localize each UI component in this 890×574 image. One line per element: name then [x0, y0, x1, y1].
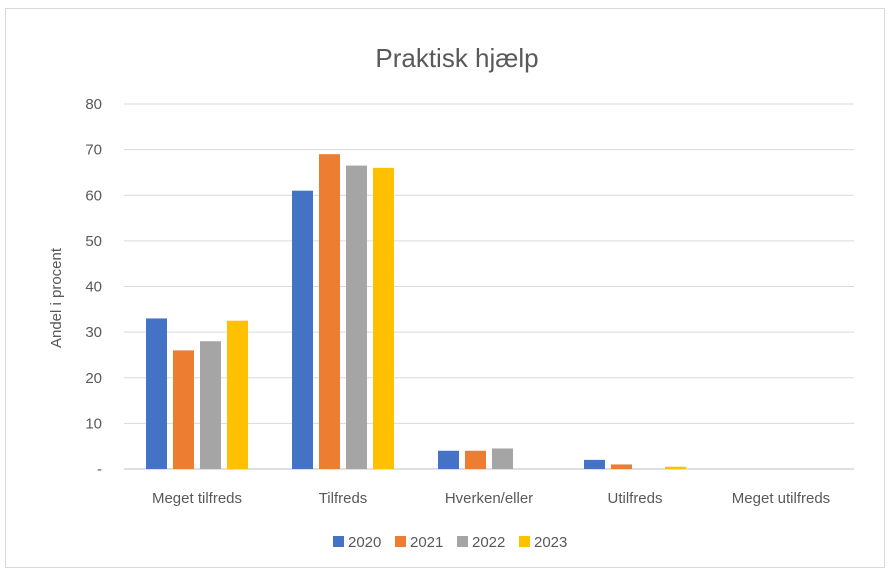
bar-2021-tilfreds — [319, 154, 340, 469]
x-category-label: Hverken/eller — [445, 490, 533, 507]
y-axis-label: Andel i procent — [48, 247, 65, 348]
x-axis-categories: Meget tilfreds Tilfreds Hverken/eller Utilf… — [152, 490, 830, 507]
y-tick-label: 20 — [85, 370, 102, 387]
y-tick-label: 70 — [85, 142, 102, 159]
legend: 2020 2021 2022 2023 — [333, 534, 567, 551]
y-axis-ticks: - 10 20 30 40 50 60 70 80 — [85, 96, 102, 478]
y-tick-label: - — [97, 461, 102, 478]
x-category-label: Meget utilfreds — [732, 490, 830, 507]
y-tick-label: 40 — [85, 279, 102, 296]
x-category-label: Meget tilfreds — [152, 490, 242, 507]
legend-label-2021: 2021 — [410, 534, 443, 551]
legend-swatch-2021 — [395, 536, 406, 547]
y-tick-label: 60 — [85, 187, 102, 204]
chart-frame: Praktisk hjælp Andel i procent - 10 20 30 40… — [5, 8, 885, 568]
bar-2020-hverken-eller — [438, 450, 459, 469]
bar-2020-meget-tilfreds — [146, 318, 167, 469]
bar-2022-hverken-eller — [492, 448, 513, 469]
y-tick-label: 10 — [85, 415, 102, 432]
bar-2021-utilfreds — [611, 464, 632, 469]
y-tick-label: 50 — [85, 233, 102, 250]
bar-chart: Praktisk hjælp Andel i procent - 10 20 30 40… — [48, 43, 854, 551]
bar-2023-tilfreds — [373, 167, 394, 469]
bar-2020-utilfreds — [584, 459, 605, 469]
x-category-label: Tilfreds — [319, 490, 368, 507]
legend-label-2023: 2023 — [534, 534, 567, 551]
bar-2022-tilfreds — [346, 165, 367, 469]
legend-label-2022: 2022 — [472, 534, 505, 551]
y-tick-label: 80 — [85, 96, 102, 113]
chart-title: Praktisk hjælp — [375, 43, 538, 73]
bar-2020-tilfreds — [292, 190, 313, 469]
bar-2023-utilfreds — [665, 466, 686, 469]
bar-2021-hverken-eller — [465, 450, 486, 469]
y-tick-label: 30 — [85, 324, 102, 341]
legend-label-2020: 2020 — [348, 534, 381, 551]
legend-swatch-2022 — [457, 536, 468, 547]
x-category-label: Utilfreds — [607, 490, 662, 507]
bar-2021-meget-tilfreds — [173, 350, 194, 469]
legend-swatch-2020 — [333, 536, 344, 547]
bar-2022-meget-tilfreds — [200, 341, 221, 469]
legend-swatch-2023 — [519, 536, 530, 547]
bar-2023-meget-tilfreds — [227, 320, 248, 469]
bars — [146, 154, 686, 469]
